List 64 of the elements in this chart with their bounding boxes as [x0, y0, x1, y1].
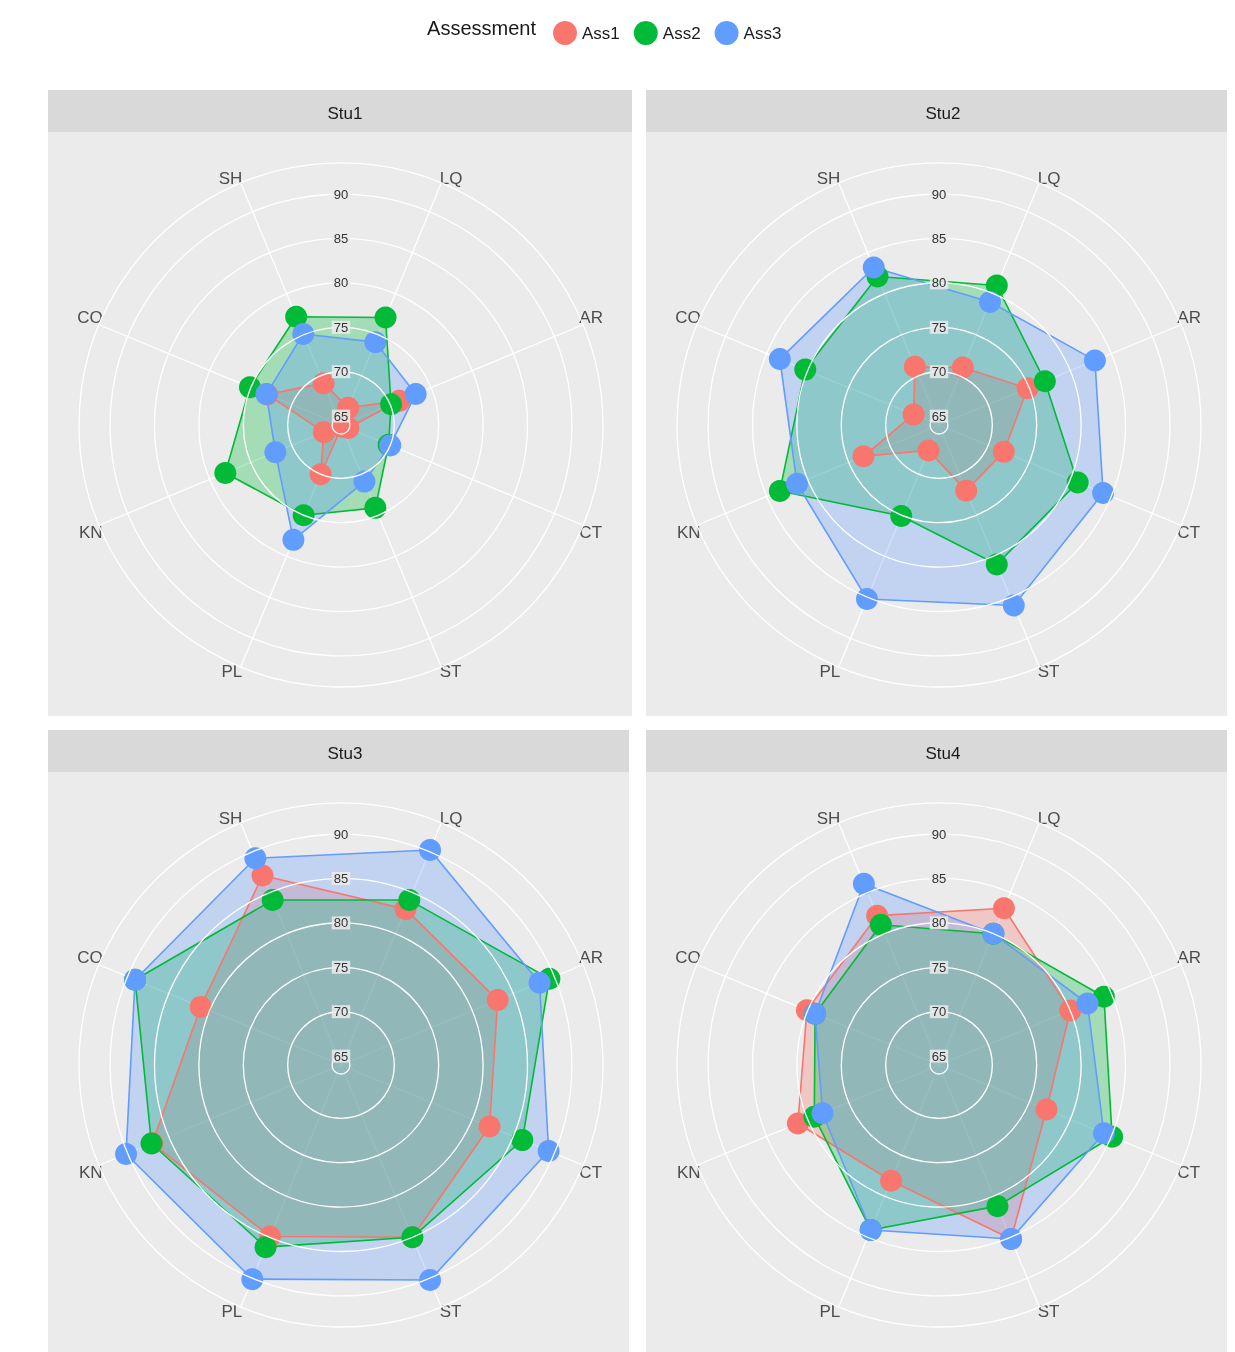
spoke-label: SH — [816, 808, 841, 828]
y-tick-label: 80 — [931, 275, 947, 291]
spoke-label: ST — [1037, 1302, 1060, 1322]
spoke-label: SH — [816, 168, 841, 188]
chart-title: Stu4 — [925, 744, 961, 763]
y-tick-label: 85 — [931, 230, 947, 246]
y-tick-label: 70 — [931, 1004, 947, 1020]
spoke-label: LQ — [1037, 808, 1061, 828]
spoke-label: AR — [579, 308, 603, 328]
y-tick-label: 75 — [931, 319, 947, 335]
spoke-label: ST — [1037, 662, 1060, 682]
spoke-label: CO — [675, 308, 701, 328]
spoke-label: CT — [579, 1162, 603, 1182]
spoke-label: AR — [579, 948, 603, 968]
spoke-label: LQ — [439, 808, 463, 828]
y-tick-label: 85 — [931, 870, 947, 886]
legend-label: Ass3 — [743, 23, 782, 43]
spoke-label: CT — [1177, 1162, 1201, 1182]
spoke-label: SH — [218, 808, 243, 828]
spoke-label: CT — [579, 522, 603, 542]
spoke-label: KN — [677, 522, 701, 542]
legend-label: Ass2 — [662, 23, 701, 43]
y-tick-label: 65 — [931, 408, 947, 424]
text: Stu1 — [327, 104, 363, 123]
chart-title: Stu3 — [327, 744, 363, 763]
y-tick-label: 90 — [333, 186, 349, 202]
chart-title: Stu2 — [925, 104, 961, 123]
spoke-label: SH — [218, 168, 243, 188]
y-tick-label: 70 — [333, 364, 349, 380]
y-tick-label: 70 — [333, 1004, 349, 1020]
spoke-label: AR — [1177, 308, 1201, 328]
y-tick-label: 90 — [333, 826, 349, 842]
y-tick-label: 75 — [333, 319, 349, 335]
spoke-label: CO — [675, 948, 701, 968]
spoke-label: KN — [677, 1162, 701, 1182]
spoke-label: LQ — [439, 168, 463, 188]
spoke-label: LQ — [1037, 168, 1061, 188]
spoke-label: CO — [77, 308, 103, 328]
spoke-label: KN — [79, 1162, 103, 1182]
y-tick-label: 80 — [333, 915, 349, 931]
spoke-label: KN — [79, 522, 103, 542]
y-tick-label: 70 — [931, 364, 947, 380]
y-tick-label: 85 — [333, 230, 349, 246]
y-tick-label: 75 — [931, 959, 947, 975]
y-tick-label: 75 — [333, 959, 349, 975]
y-tick-label: 65 — [931, 1048, 947, 1064]
spoke-label: ST — [439, 1302, 462, 1322]
spoke-label: CT — [1177, 522, 1201, 542]
legend-label: Ass1 — [582, 23, 620, 43]
y-tick-label: 85 — [333, 870, 349, 886]
y-tick-label: 90 — [931, 826, 947, 842]
spoke-label: ST — [439, 662, 462, 682]
spoke-label: AR — [1177, 948, 1201, 968]
y-tick-label: 90 — [931, 186, 947, 202]
spoke-label: PL — [819, 662, 841, 682]
y-tick-label: 65 — [333, 408, 349, 424]
y-tick-label: 80 — [333, 275, 349, 291]
y-tick-label: 80 — [931, 915, 947, 931]
y-tick-label: 65 — [333, 1048, 349, 1064]
spoke-label: PL — [221, 662, 243, 682]
spoke-label: PL — [221, 1302, 243, 1322]
legend-title: Assessment — [427, 17, 537, 39]
spoke-label: CO — [77, 948, 103, 968]
spoke-label: PL — [819, 1302, 841, 1322]
